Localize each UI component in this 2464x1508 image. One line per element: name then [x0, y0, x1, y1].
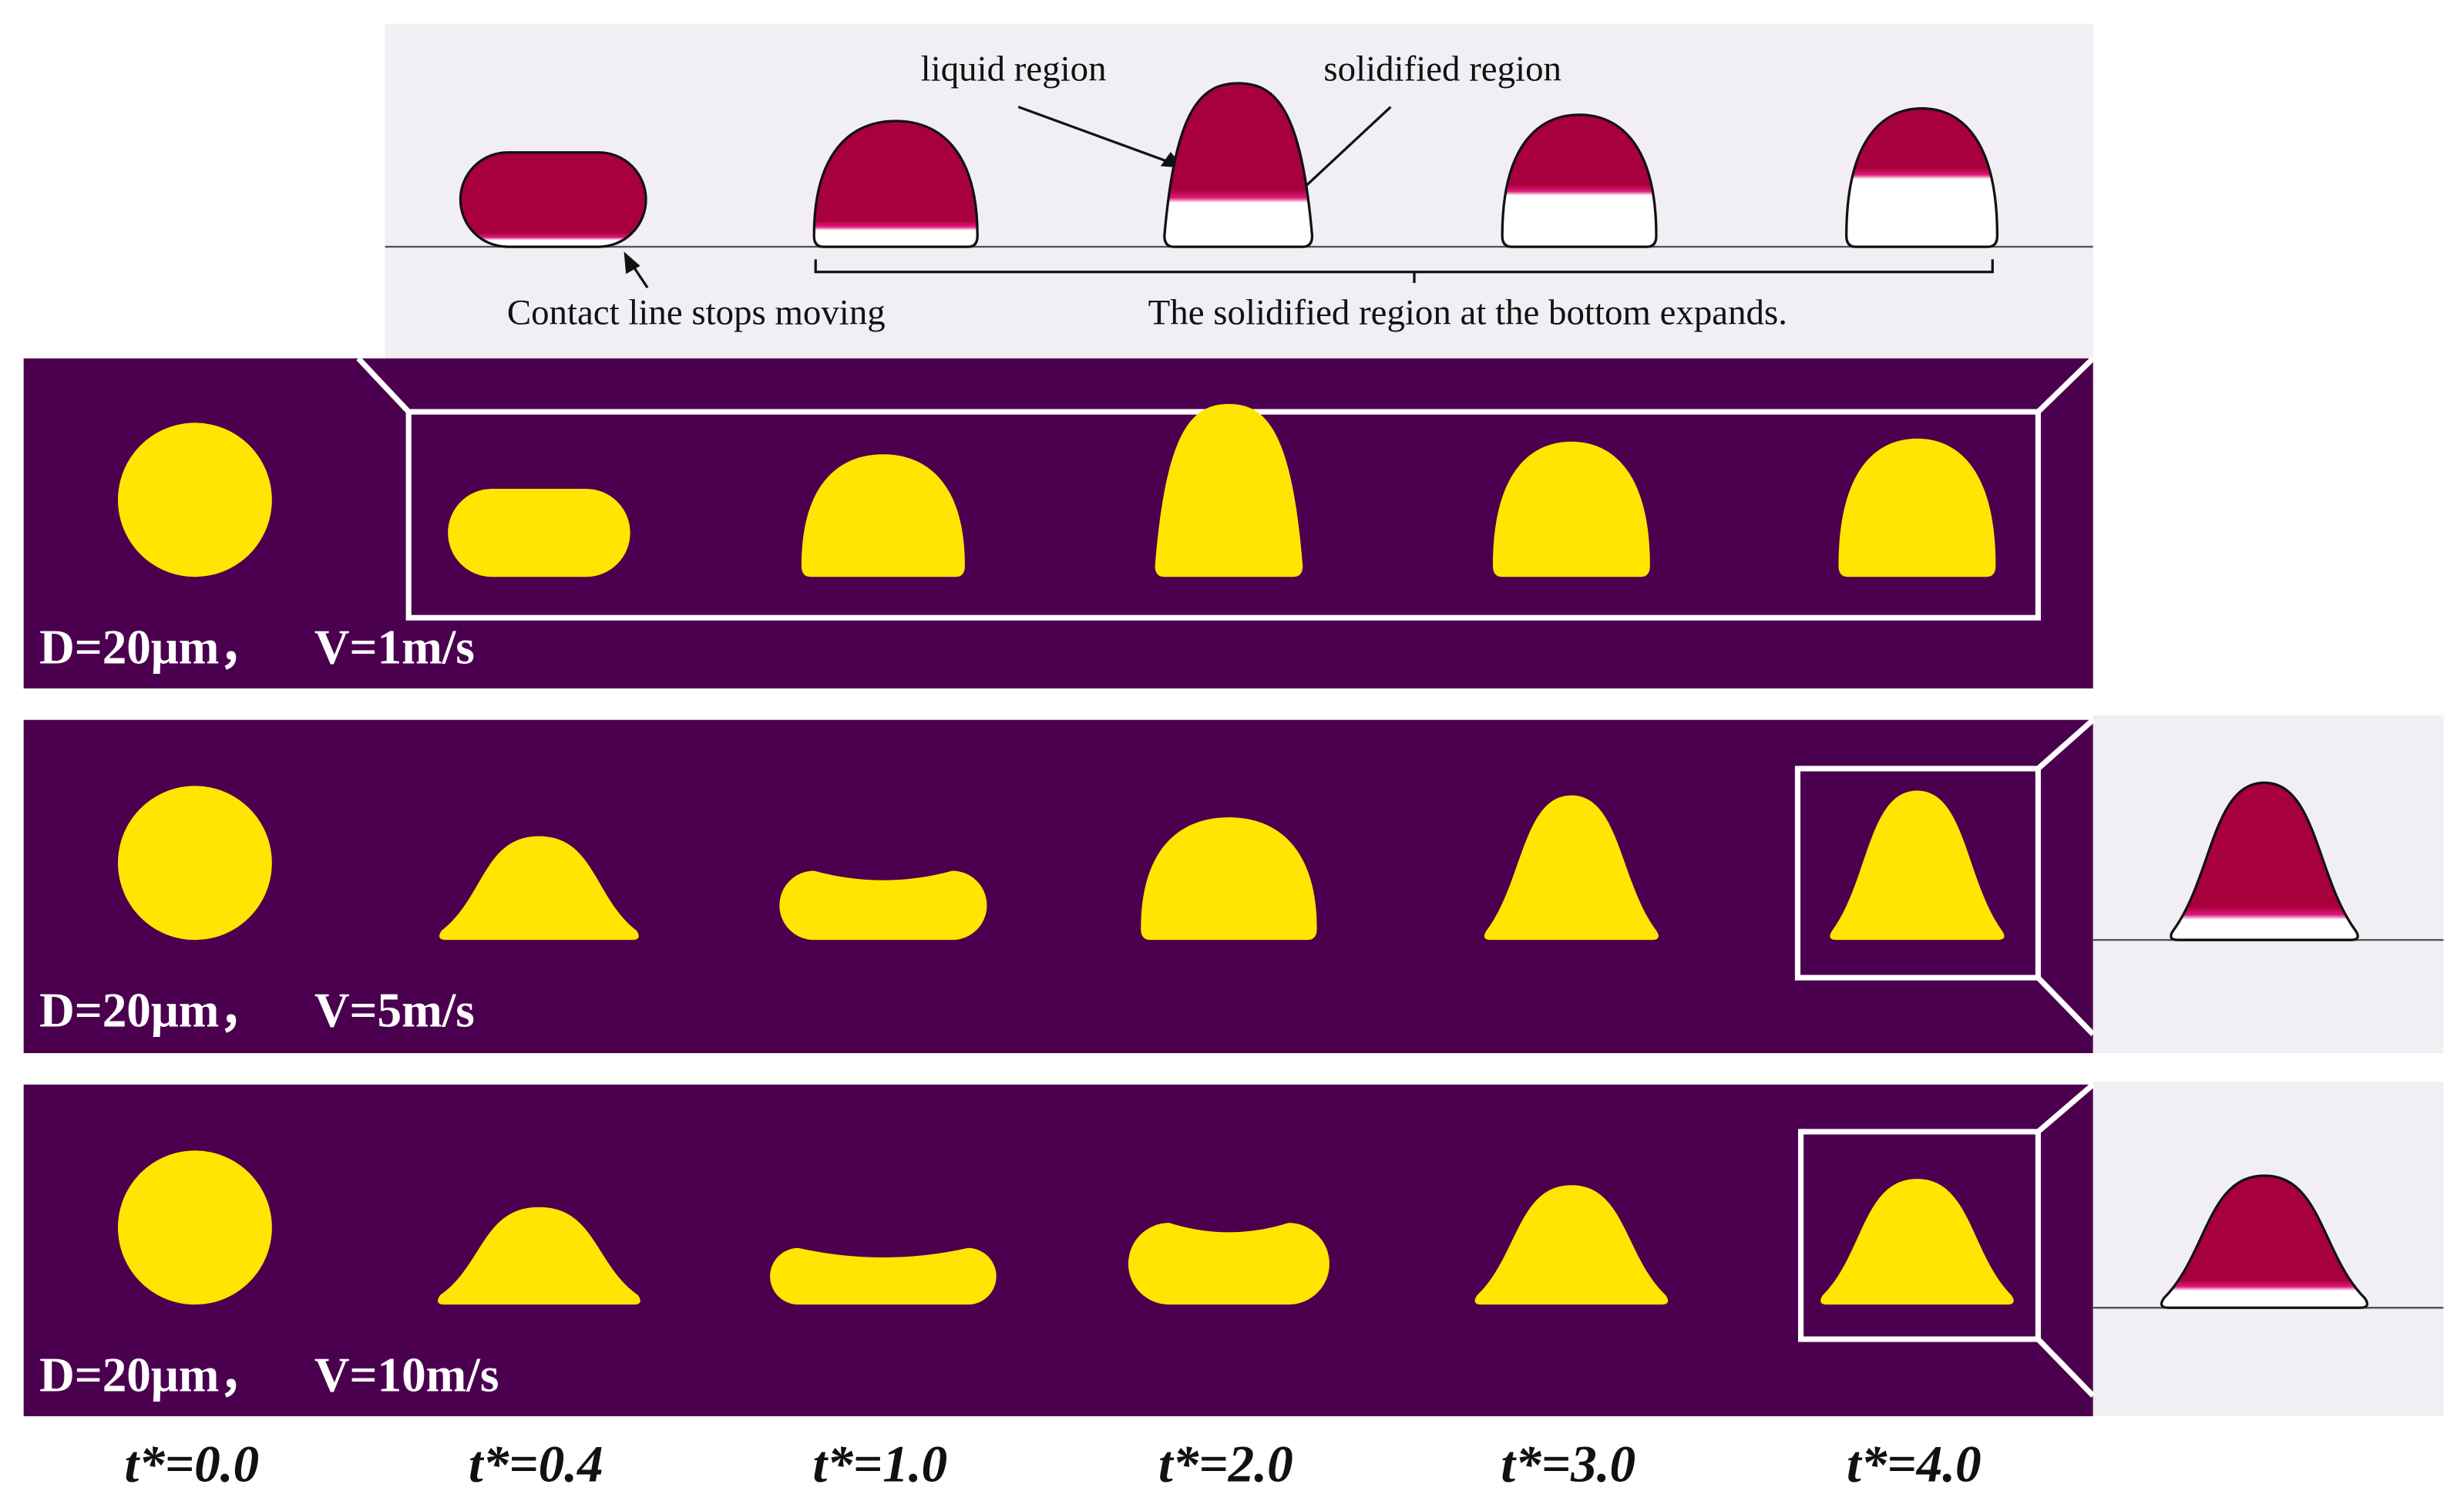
- row-label: D=20μm，: [39, 1348, 267, 1402]
- droplet: [801, 454, 965, 577]
- row-panel: [23, 1084, 2093, 1416]
- droplet: [118, 1150, 272, 1305]
- droplet-section: [2170, 781, 2359, 941]
- droplet-section: [1501, 113, 1658, 248]
- droplet: [1128, 1223, 1329, 1305]
- time-label: t*=1.0: [812, 1436, 947, 1493]
- row-label: D=20μm，: [39, 984, 267, 1038]
- annotation: Contact line stops moving: [507, 293, 886, 333]
- droplet: [1820, 1179, 2014, 1305]
- droplet: [779, 870, 987, 941]
- droplet: [1155, 403, 1303, 577]
- time-label: t*=2.0: [1158, 1436, 1293, 1493]
- droplet-section: [1845, 107, 1999, 248]
- droplet: [1830, 790, 2005, 941]
- droplet: [1838, 438, 1996, 577]
- droplet: [118, 786, 272, 941]
- time-label: t*=4.0: [1847, 1436, 1982, 1493]
- row-label: D=20μm，: [39, 621, 267, 675]
- annotation: solidified region: [1323, 49, 1561, 89]
- droplet: [1484, 795, 1659, 941]
- droplet-section: [812, 119, 979, 248]
- annotation: liquid region: [921, 49, 1107, 89]
- annotation: The solidified region at the bottom expa…: [1148, 293, 1787, 333]
- droplet: [439, 836, 639, 941]
- time-label: t*=0.0: [124, 1436, 259, 1493]
- droplet-section: [459, 151, 647, 248]
- droplet-section: [2160, 1174, 2369, 1309]
- row-label: V=10m/s: [314, 1348, 499, 1402]
- row-label: V=5m/s: [314, 984, 475, 1038]
- droplet: [437, 1207, 640, 1305]
- droplet: [770, 1247, 997, 1305]
- row-label: V=1m/s: [314, 621, 475, 675]
- droplet: [1492, 441, 1650, 577]
- droplet: [1474, 1185, 1669, 1305]
- time-label: t*=3.0: [1501, 1436, 1635, 1493]
- time-label: t*=0.4: [469, 1436, 603, 1493]
- droplet-section: [1163, 82, 1314, 248]
- row-panel: [23, 719, 2093, 1053]
- droplet: [448, 489, 630, 577]
- droplet: [1141, 817, 1317, 941]
- droplet: [118, 422, 272, 577]
